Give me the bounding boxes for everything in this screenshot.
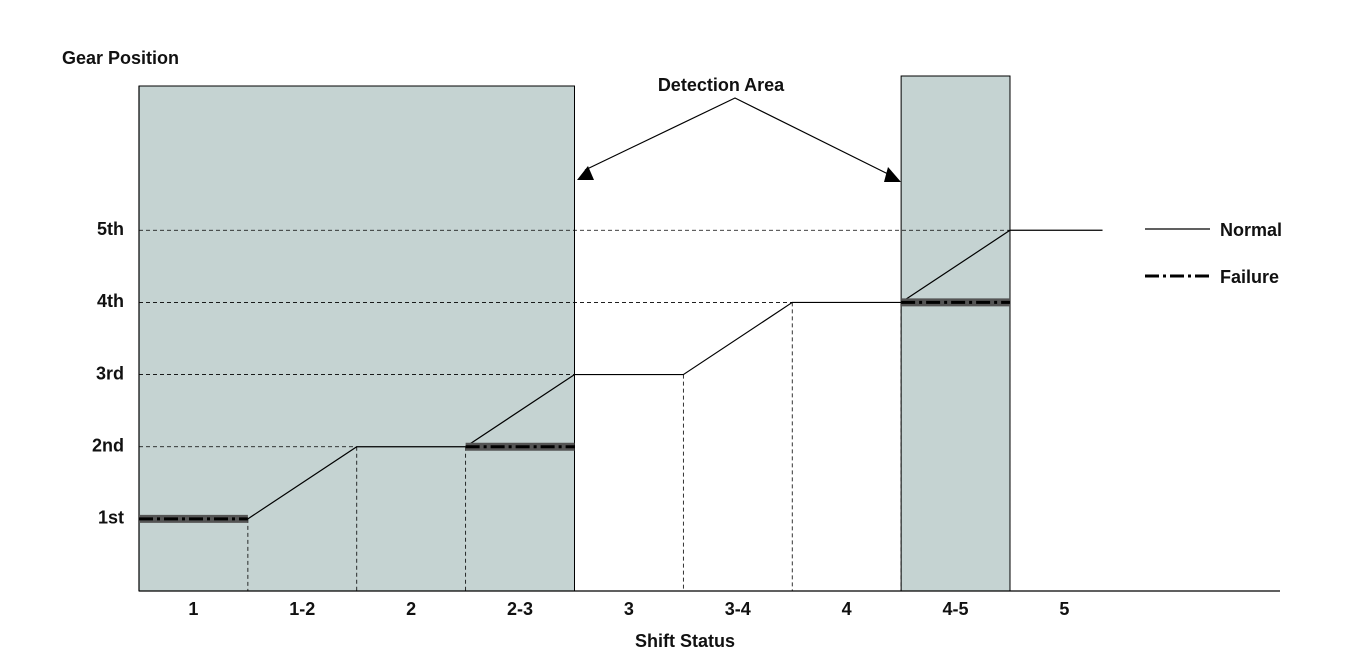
y-tick-label: 5th (97, 219, 124, 239)
shade-layer (138, 75, 1011, 592)
mark-layer (139, 229, 1103, 523)
detection-area (900, 75, 1011, 592)
x-tick-label: 4-5 (943, 599, 969, 619)
legend-label: Normal (1220, 220, 1282, 240)
y-axis-title: Gear Position (62, 48, 179, 68)
normal-line (139, 229, 1103, 520)
x-tick-label: 4 (842, 599, 852, 619)
legend-label: Failure (1220, 267, 1279, 287)
y-tick-label: 2nd (92, 435, 124, 455)
x-tick-label: 1-2 (289, 599, 315, 619)
y-tick-label: 3rd (96, 363, 124, 383)
y-tick-label: 1st (98, 508, 124, 528)
y-tick-label: 4th (97, 291, 124, 311)
x-tick-label: 3 (624, 599, 634, 619)
x-tick-label: 1 (188, 599, 198, 619)
arrow-head (577, 166, 594, 180)
failure-line (139, 300, 1010, 521)
arrow-head (884, 167, 901, 182)
annotation: Detection Area (658, 75, 785, 95)
x-tick-label: 2 (406, 599, 416, 619)
x-tick-label: 5 (1059, 599, 1069, 619)
x-axis-title: Shift Status (635, 631, 735, 651)
x-tick-label: 2-3 (507, 599, 533, 619)
grid-layer (139, 229, 1011, 591)
annotation-arrows (584, 97, 889, 175)
detection-area (138, 85, 575, 592)
x-tick-label: 3-4 (725, 599, 751, 619)
